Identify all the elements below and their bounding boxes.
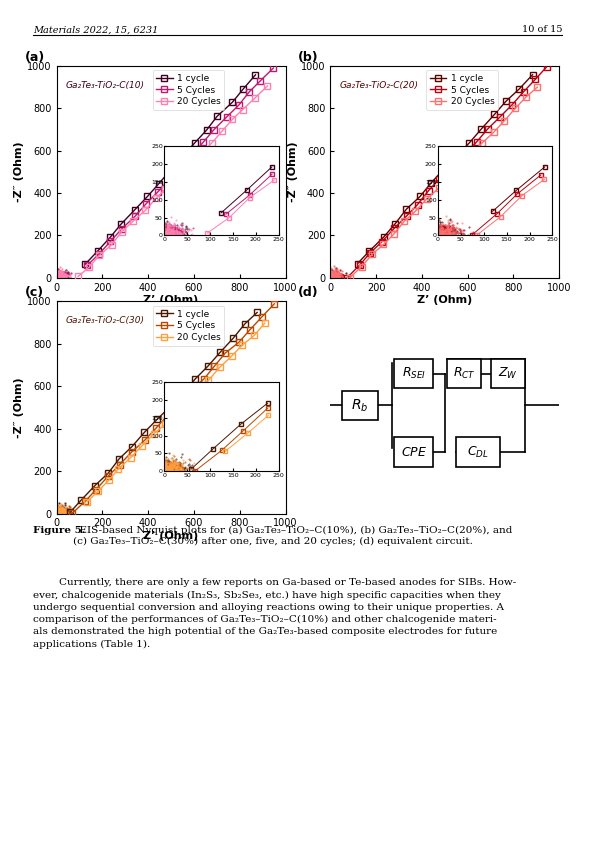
Text: (c): (c) [24, 286, 43, 299]
FancyBboxPatch shape [447, 359, 481, 388]
Text: $C_{DL}$: $C_{DL}$ [467, 445, 489, 460]
Legend: 1 cycle, 5 Cycles, 20 Cycles: 1 cycle, 5 Cycles, 20 Cycles [427, 70, 498, 109]
Text: Figure 5.: Figure 5. [33, 526, 85, 536]
FancyBboxPatch shape [394, 359, 433, 388]
Text: $R_b$: $R_b$ [351, 397, 369, 413]
Y-axis label: -Z″ (Ohm): -Z″ (Ohm) [288, 141, 298, 202]
Legend: 1 cycle, 5 Cycles, 20 Cycles: 1 cycle, 5 Cycles, 20 Cycles [153, 306, 224, 345]
Text: Ga₂Te₃-TiO₂-C(20): Ga₂Te₃-TiO₂-C(20) [339, 81, 418, 89]
Text: 10 of 15: 10 of 15 [522, 25, 562, 35]
FancyBboxPatch shape [491, 359, 525, 388]
Text: (b): (b) [298, 51, 319, 63]
Text: Currently, there are only a few reports on Ga-based or Te-based anodes for SIBs.: Currently, there are only a few reports … [33, 578, 516, 648]
Text: (d): (d) [298, 286, 319, 299]
X-axis label: Z’ (Ohm): Z’ (Ohm) [417, 296, 472, 306]
X-axis label: Z’ (Ohm): Z’ (Ohm) [143, 296, 199, 306]
FancyBboxPatch shape [342, 391, 378, 420]
Text: $CPE$: $CPE$ [401, 445, 427, 459]
Text: $Z_W$: $Z_W$ [498, 366, 518, 381]
Text: (a): (a) [24, 51, 45, 63]
Text: $R_{SEI}$: $R_{SEI}$ [402, 366, 426, 381]
Text: Ga₂Te₃-TiO₂-C(30): Ga₂Te₃-TiO₂-C(30) [65, 317, 145, 325]
FancyBboxPatch shape [394, 437, 433, 467]
Legend: 1 cycle, 5 Cycles, 20 Cycles: 1 cycle, 5 Cycles, 20 Cycles [153, 70, 224, 109]
Text: $R_{CT}$: $R_{CT}$ [453, 366, 475, 381]
X-axis label: Z’ (Ohm): Z’ (Ohm) [143, 531, 199, 541]
Y-axis label: -Z″ (Ohm): -Z″ (Ohm) [14, 377, 24, 438]
Text: EIS-based Nyquist plots for (a) Ga₂Te₃–TiO₂–C(10%), (b) Ga₂Te₃–TiO₂–C(20%), and
: EIS-based Nyquist plots for (a) Ga₂Te₃–T… [73, 526, 512, 546]
Text: Ga₂Te₃-TiO₂-C(10): Ga₂Te₃-TiO₂-C(10) [65, 81, 145, 89]
FancyBboxPatch shape [456, 437, 500, 467]
Text: Materials 2022, 15, 6231: Materials 2022, 15, 6231 [33, 25, 158, 35]
Y-axis label: -Z″ (Ohm): -Z″ (Ohm) [14, 141, 24, 202]
